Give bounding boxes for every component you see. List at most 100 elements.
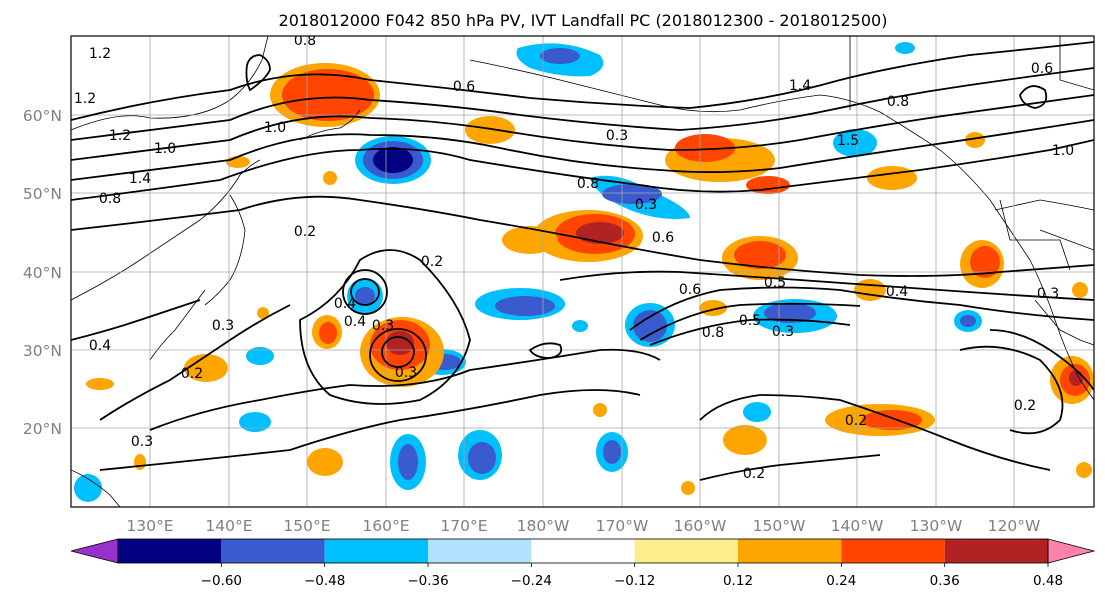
contour-label: 0.4 [89,338,111,354]
ivt-contours [71,41,1094,481]
pos-anomaly-west-3 [184,354,228,382]
lon-tick-label: 150°W [753,517,806,535]
pos-anomaly-ne-4 [965,132,985,148]
lon-tick-label: 160°W [674,517,727,535]
neg-anomaly-south-5 [246,347,274,365]
contour-label: 0.4 [334,296,356,312]
contour-6 [71,195,1094,277]
contour-south-1 [149,348,661,431]
contour-ring-4 [381,336,415,368]
lon-tick-label: 150°E [283,517,330,535]
canada-us-border [994,199,1094,211]
colorbar-tick-label: 0.36 [930,573,960,589]
neg-anomaly-coast-inner [960,315,976,327]
neg-anomaly-south-3-inner [603,440,621,464]
lon-tick-label: 130°E [126,517,173,535]
pos-anomaly-small-7 [257,307,269,319]
us-mexico-border [1034,299,1094,346]
contour-8 [629,286,1094,331]
neg-anomaly-bering-inner [540,48,580,64]
contour-west-2 [99,304,291,421]
state-border-1 [999,199,1071,271]
contour-9 [639,302,861,341]
pos-anomaly-small-5 [1076,462,1092,478]
contour-4 [71,67,1094,141]
contour-loop-west [299,249,471,405]
pos-anomaly-150w-inner [734,241,786,269]
colorbar-extend-min [70,538,119,564]
coastlines [71,36,1094,507]
colorbar-tick-label: 0.24 [826,573,856,589]
contour-label: 1.5 [837,133,859,149]
contour-label: 0.2 [1014,398,1036,414]
contour-label: 0.6 [453,79,475,95]
graticule [71,36,1094,507]
contour-label: 0.2 [294,224,316,240]
contour-label: 0.4 [344,314,366,330]
japan-outline [204,194,246,306]
contour-label: 0.2 [743,466,765,482]
pos-anomaly-small-4 [681,481,695,495]
state-border-2 [1039,229,1094,251]
pos-anomaly-small-6 [226,156,250,168]
neg-anomaly-mid-inner [495,296,555,316]
contour-label: 0.8 [887,94,909,110]
neg-anomaly-south-6 [743,402,771,422]
contour-label: 0.5 [739,313,761,329]
contour-3 [71,94,1094,161]
lon-tick-label: 140°W [831,517,884,535]
contour-label: 0.2 [845,413,867,429]
pos-anomaly-coast-inner [970,246,1000,278]
contour-label: 1.0 [1052,143,1074,159]
contour-label: 1.2 [74,91,96,107]
pos-anomaly-small-8 [323,171,337,185]
neg-anomaly-kamchatka-core [373,147,413,173]
contour-5 [71,41,1094,121]
contour-label: 0.3 [635,197,657,213]
contour-coast-2 [989,329,1094,391]
philippines-outline [71,469,121,507]
lat-tick-label: 50°N [23,185,62,203]
contour-small-loop [245,54,271,92]
lon-tick-label: 170°W [596,517,649,535]
contour-10 [649,318,851,346]
lat-tick-label: 30°N [23,342,62,360]
neg-anomaly-west-1-inner [355,287,375,305]
contour-south-4 [699,454,881,481]
pos-anomaly-small-1 [86,378,114,390]
contour-ring-2 [350,278,380,306]
pos-anomaly-central-core [576,222,624,244]
contour-coast-loop [959,345,1064,435]
lon-tick-label: 180°W [517,517,570,535]
lon-tick-label: 120°W [988,517,1041,535]
lat-tick-label: 40°N [23,264,62,282]
contour-label: 1.4 [129,171,151,187]
colorbar-extend-max [1047,538,1096,564]
pos-anomaly-mid [502,226,558,254]
colorbar-tick-label: 0.12 [723,573,753,589]
contour-label: 0.3 [131,434,153,450]
contour-label: 0.3 [372,318,394,334]
pos-anomaly-aleut [465,116,515,144]
colorbar-tick-label: −0.48 [304,573,345,589]
contour-7 [559,270,1094,301]
contour-south-2 [99,389,641,471]
contour-west-1 [71,299,201,341]
colorbar-tick-label: 0.48 [1033,573,1063,589]
contour-label: 0.6 [652,230,674,246]
colorbar-bin [841,539,945,563]
contour-label: 1.2 [89,46,111,62]
neg-anomaly-south-4 [239,412,271,432]
latitude-axis: 60°N 50°N 40°N 30°N 20°N [23,107,62,438]
colorbar-bin [324,539,428,563]
contour-label: 0.8 [99,191,121,207]
contour-label: 0.5 [764,275,786,291]
map-frame [70,35,1095,508]
contour-label: 0.3 [606,128,628,144]
pos-anomaly-hawaii [723,425,767,455]
lat-tick-label: 60°N [23,107,62,125]
pos-anomaly-south-west [307,448,343,476]
lon-tick-label: 170°E [440,517,487,535]
contour-label: 0.2 [181,366,203,382]
